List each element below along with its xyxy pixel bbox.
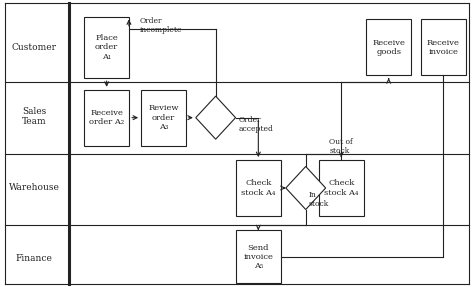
- Bar: [236, 230, 281, 284]
- Text: Out of
stock: Out of stock: [329, 138, 353, 155]
- Text: Check
stock A₄: Check stock A₄: [324, 179, 358, 197]
- Text: Customer: Customer: [12, 43, 56, 52]
- Text: In
stock: In stock: [309, 191, 329, 208]
- Text: Review
order
A₃: Review order A₃: [148, 104, 179, 131]
- Bar: [84, 16, 129, 78]
- Text: Check
stock A₄: Check stock A₄: [241, 179, 275, 197]
- Text: Receive
invoice: Receive invoice: [427, 39, 460, 56]
- Text: Order
accepted: Order accepted: [238, 116, 273, 133]
- Text: Place
order
A₁: Place order A₁: [95, 34, 118, 61]
- Bar: [421, 20, 465, 75]
- Bar: [141, 90, 186, 146]
- Bar: [366, 20, 411, 75]
- Text: Send
invoice
A₅: Send invoice A₅: [243, 244, 273, 270]
- Text: Warehouse: Warehouse: [9, 183, 60, 193]
- Polygon shape: [286, 166, 326, 210]
- Bar: [319, 160, 364, 216]
- Text: Sales
Team: Sales Team: [22, 106, 46, 126]
- Text: Finance: Finance: [16, 254, 53, 263]
- Text: Receive
order A₂: Receive order A₂: [89, 109, 124, 126]
- Polygon shape: [196, 96, 236, 139]
- Bar: [84, 90, 129, 146]
- Text: Order
incomplete: Order incomplete: [140, 17, 182, 34]
- Bar: [236, 160, 281, 216]
- Text: Receive
goods: Receive goods: [372, 39, 405, 56]
